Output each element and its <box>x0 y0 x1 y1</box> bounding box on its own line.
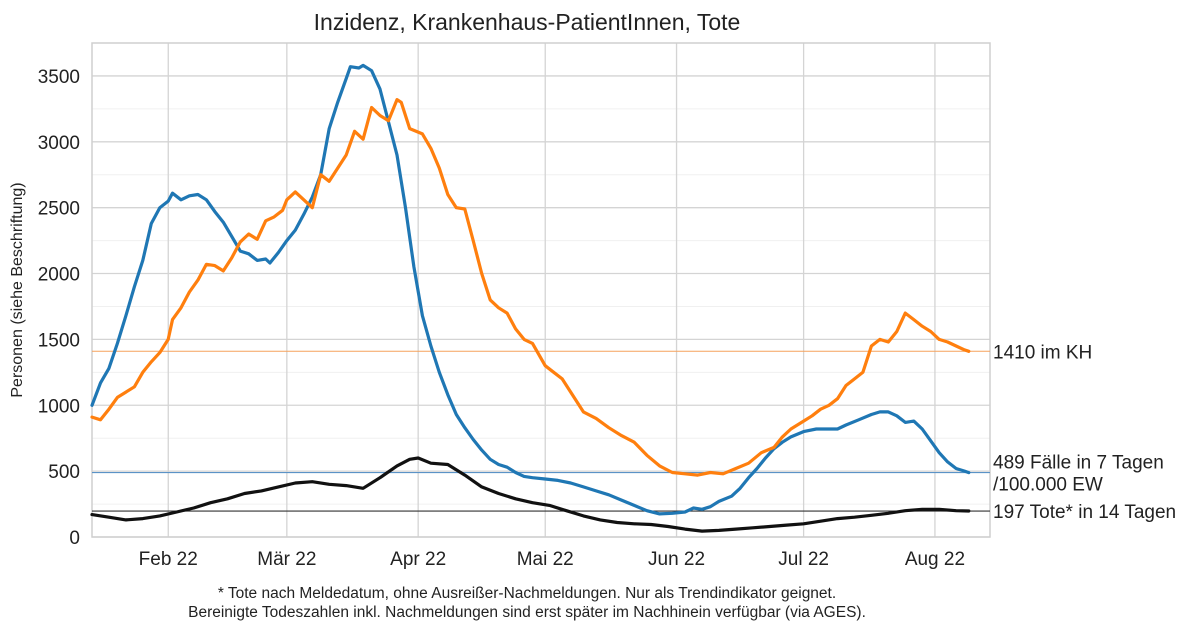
value-annotation: 197 Tote* in 14 Tagen <box>993 502 1176 523</box>
footnote: * Tote nach Meldedatum, ohne Ausreißer-N… <box>188 585 866 621</box>
y-tick-label: 3500 <box>38 67 80 88</box>
series-line-incidence <box>90 63 971 516</box>
value-annotation: /100.000 EW <box>993 475 1103 496</box>
x-tick-label: Aug 22 <box>905 549 965 570</box>
x-tick-label: Jun 22 <box>648 549 705 570</box>
x-tick-label: Apr 22 <box>390 549 446 570</box>
x-tick-label: Mai 22 <box>517 549 574 570</box>
y-tick-label: 1000 <box>38 396 80 417</box>
value-annotation: 1410 im KH <box>993 342 1092 363</box>
y-tick-label: 0 <box>69 528 80 549</box>
plot-area: 0 500 1000 1500 2000 2500 3000 3500 Feb 22 Mär 22… <box>38 42 991 570</box>
annotations: 1410 im KH 489 Fälle in 7 Tagen/100.000 E… <box>993 342 1176 523</box>
y-tick-label: 2000 <box>38 265 80 286</box>
plot-frame <box>91 42 991 538</box>
y-tick-label: 1500 <box>38 330 80 351</box>
footnote-line: Bereinigte Todeszahlen inkl. Nachmeldung… <box>188 604 866 621</box>
chart-title: Inzidenz, Krankenhaus-PatientInnen, Tote <box>314 9 741 35</box>
value-annotation: 489 Fälle in 7 Tagen <box>993 453 1164 474</box>
series-line-deaths <box>90 456 971 533</box>
y-tick-label: 500 <box>48 462 80 483</box>
x-tick-label: Jul 22 <box>778 549 829 570</box>
y-tick-label: 3000 <box>38 133 80 154</box>
footnote-line: * Tote nach Meldedatum, ohne Ausreißer-N… <box>218 585 836 602</box>
y-tick-label: 2500 <box>38 199 80 220</box>
x-tick-label: Mär 22 <box>257 549 316 570</box>
x-tick-label: Feb 22 <box>139 549 198 570</box>
series-line-hospital <box>90 98 971 477</box>
y-axis-label: Personen (siehe Beschriftung) <box>9 182 26 397</box>
